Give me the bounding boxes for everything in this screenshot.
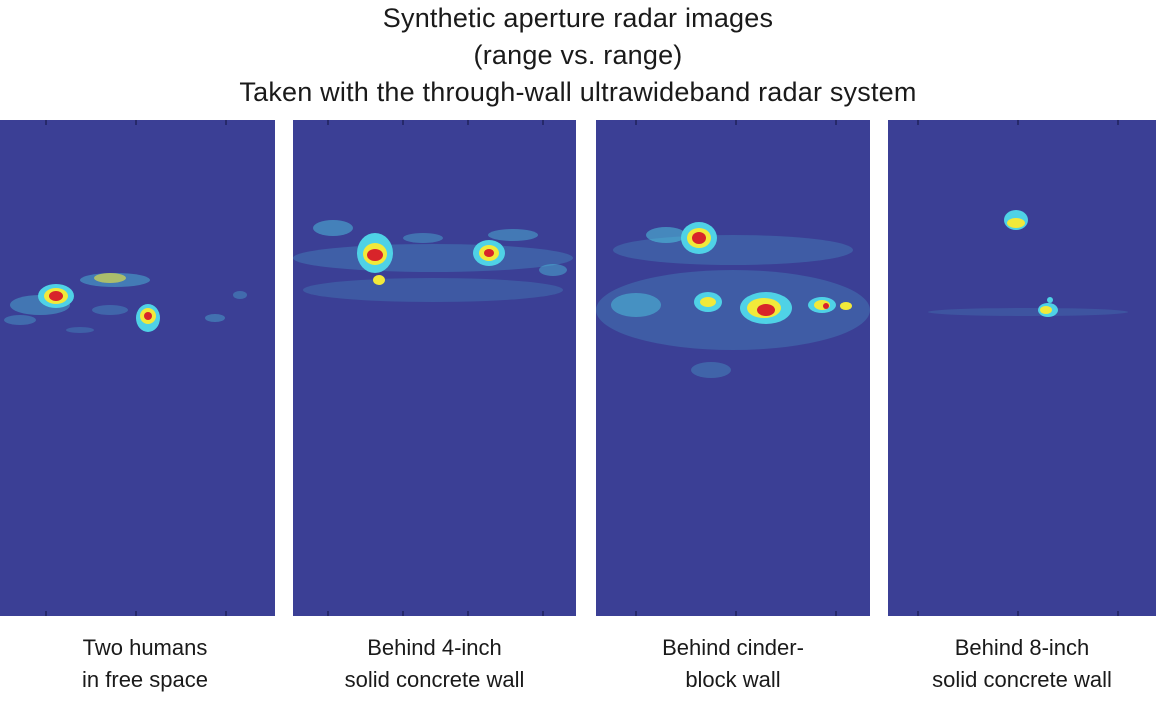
title-line-1: Synthetic aperture radar images xyxy=(382,3,774,33)
caption-line-2: solid concrete wall xyxy=(344,667,525,692)
radar-panel-free-space xyxy=(0,120,275,616)
radar-image-free-space xyxy=(4,120,247,616)
radar-panel-8-inch-wall xyxy=(888,120,1156,616)
caption-line-2: in free space xyxy=(82,667,208,692)
radar-panel-4-inch-wall xyxy=(293,120,576,616)
caption-line-1: Behind cinder- xyxy=(662,635,804,660)
caption-line-2: solid concrete wall xyxy=(932,667,1112,692)
caption-line-1: Behind 8-inch xyxy=(954,635,1090,660)
radar-panel-cinder-block-wall xyxy=(596,120,870,616)
figure-title: Synthetic aperture radar images (range v… xyxy=(0,0,1156,111)
caption-line-2: block wall xyxy=(685,667,781,692)
radar-image-4-inch-wall xyxy=(293,120,573,616)
radar-image-cinder-block-wall xyxy=(596,120,870,616)
title-line-3: Taken with the through-wall ultrawideban… xyxy=(239,77,917,107)
caption-free-space: Two humans in free space xyxy=(0,632,290,696)
caption-8-inch-wall: Behind 8-inch solid concrete wall xyxy=(888,632,1156,696)
caption-cinder-block-wall: Behind cinder- block wall xyxy=(596,632,870,696)
caption-line-1: Behind 4-inch xyxy=(367,635,502,660)
title-line-2: (range vs. range) xyxy=(473,40,683,70)
caption-line-1: Two humans xyxy=(82,635,208,660)
radar-image-8-inch-wall xyxy=(917,120,1128,616)
caption-4-inch-wall: Behind 4-inch solid concrete wall xyxy=(293,632,576,696)
